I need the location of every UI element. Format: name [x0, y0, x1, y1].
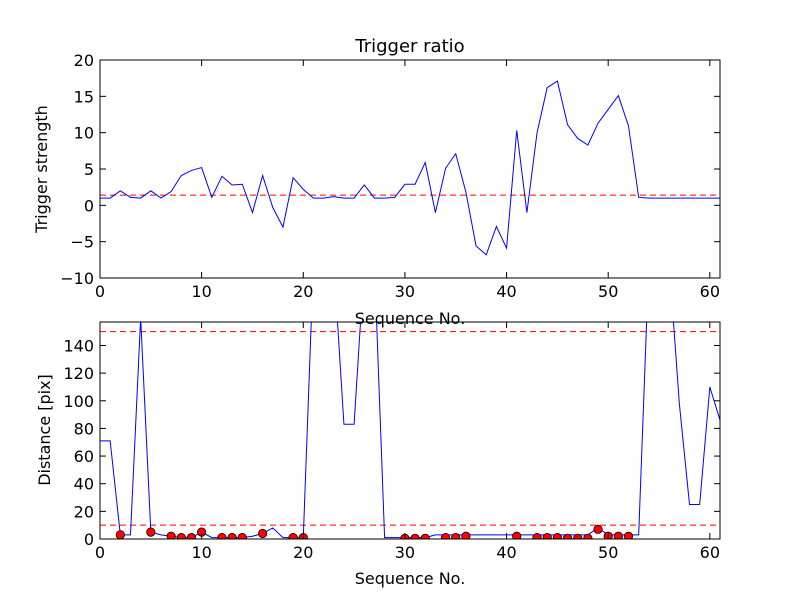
plot-area: [100, 322, 720, 539]
y-tick-label: 0: [84, 196, 94, 215]
x-axis-label: Sequence No.: [355, 569, 466, 588]
distance-chart: 0 10 20 30 40 50 60 0 20 40 60 80 100 120 140 Sequence…: [35, 321, 721, 588]
y-tick-label: 5: [84, 160, 94, 179]
y-tick-label: 100: [63, 392, 94, 411]
data-point: [573, 533, 583, 539]
y-tick-label: 40: [74, 475, 94, 494]
x-tick-label: 30: [395, 543, 415, 562]
y-tick-label: 20: [74, 51, 94, 70]
data-point: [512, 531, 522, 539]
y-tick-label: 140: [63, 336, 94, 355]
data-point: [410, 533, 420, 539]
series-line-0: [100, 80, 720, 256]
data-point: [613, 531, 623, 539]
data-point: [176, 533, 186, 539]
x-tick-label: 0: [95, 282, 105, 301]
x-tick-label: 30: [395, 282, 415, 301]
y-axis-label: Distance [pix]: [35, 374, 54, 486]
series-line-0: [100, 322, 720, 539]
x-tick-label: 40: [496, 282, 516, 301]
y-tick-label: 60: [74, 447, 94, 466]
data-point: [146, 527, 156, 537]
y-tick-label: −5: [70, 233, 94, 252]
plot-area: [100, 80, 720, 256]
data-point: [237, 533, 247, 539]
data-point: [440, 533, 451, 539]
x-tick-label: 10: [191, 543, 211, 562]
data-point: [461, 531, 471, 539]
trigger-ratio-chart: Trigger ratio 0 10 20 30 40 50 60 −10 −5 0 5 10 15 20…: [32, 36, 721, 328]
x-axis-label: Sequence No.: [355, 309, 466, 328]
data-point: [562, 533, 573, 539]
data-point: [552, 533, 562, 539]
x-tick-label: 20: [293, 543, 313, 562]
data-point: [217, 533, 227, 539]
data-point: [227, 533, 237, 539]
data-point: [420, 533, 430, 539]
data-point: [542, 533, 552, 539]
x-tick-label: 50: [598, 543, 618, 562]
x-tick-label: 40: [496, 543, 516, 562]
data-point: [623, 531, 634, 539]
x-tick-label: 60: [700, 543, 720, 562]
x-tick-label: 0: [95, 543, 105, 562]
y-tick-label: 20: [74, 502, 94, 521]
data-point: [451, 533, 461, 539]
data-point: [288, 533, 298, 539]
x-tick-label: 60: [700, 282, 720, 301]
data-point: [166, 531, 176, 539]
plot-frame: [99, 59, 721, 279]
axis-ticks: 0 10 20 30 40 50 60 −10 −5 0 5 10 15 20: [60, 51, 720, 301]
y-tick-label: 0: [84, 530, 94, 549]
data-point: [532, 533, 542, 539]
plot-frame: [99, 321, 721, 540]
data-point: [258, 528, 268, 539]
data-point: [593, 524, 603, 534]
chart-title: Trigger ratio: [354, 36, 464, 57]
data-point: [115, 530, 125, 539]
x-tick-label: 10: [191, 282, 211, 301]
y-tick-label: −10: [60, 269, 94, 288]
y-tick-label: 10: [74, 124, 94, 143]
axis-ticks: 0 10 20 30 40 50 60 0 20 40 60 80 100 120 140: [63, 322, 720, 562]
y-axis-label: Trigger strength: [32, 105, 51, 234]
data-point: [186, 533, 197, 539]
y-tick-label: 80: [74, 419, 94, 438]
data-point: [583, 533, 593, 539]
x-tick-label: 20: [293, 282, 313, 301]
x-tick-label: 50: [598, 282, 618, 301]
y-tick-label: 15: [74, 87, 94, 106]
y-tick-label: 120: [63, 364, 94, 383]
